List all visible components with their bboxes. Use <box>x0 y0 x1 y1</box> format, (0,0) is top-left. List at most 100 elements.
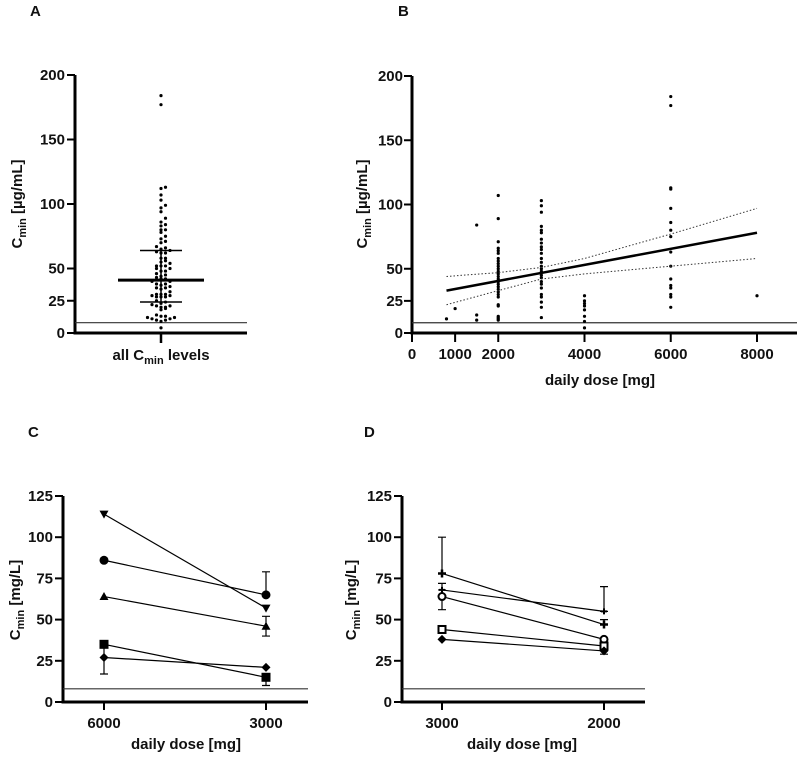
b-data-point <box>444 317 449 321</box>
b-x-axis-label: daily dose [mg] <box>545 372 655 389</box>
a-data-point <box>154 275 159 280</box>
b-data-point <box>669 235 673 239</box>
c-square-marker <box>261 672 271 682</box>
b-data-point <box>539 204 543 208</box>
b-data-point <box>496 262 500 266</box>
c-x-axis-label: daily dose [mg] <box>131 736 241 753</box>
d-cross-marker <box>439 586 445 593</box>
d-series-line <box>441 589 605 612</box>
b-data-point <box>582 301 587 306</box>
b-y-tick-label: 200 <box>378 68 403 85</box>
d-open-square-marker <box>437 624 447 634</box>
c-y-tick-label: 25 <box>36 653 53 670</box>
a-data-point <box>154 304 159 308</box>
a-data-point <box>154 266 159 271</box>
b-data-point <box>539 260 543 264</box>
a-data-point <box>163 305 168 309</box>
b-data-point <box>496 251 500 255</box>
a-data-point <box>159 305 163 309</box>
a-data-point <box>163 286 168 290</box>
b-data-point <box>669 94 673 99</box>
a-data-point <box>163 273 168 277</box>
a-data-point <box>159 314 163 318</box>
a-data-point <box>159 94 163 98</box>
c-circle-marker <box>261 590 271 600</box>
b-data-point <box>539 300 543 304</box>
a-data-point <box>163 251 168 255</box>
b-data-point <box>475 313 479 317</box>
c-series-line <box>103 595 267 627</box>
a-data-point <box>163 228 168 232</box>
c-x-tick-label: 6000 <box>87 715 120 732</box>
c-x-tick-label: 3000 <box>249 715 282 732</box>
panel-letter-b: B <box>398 3 409 20</box>
d-diamond-marker <box>437 634 447 644</box>
a-data-point <box>168 304 172 308</box>
b-x-tick-label: 4000 <box>568 346 601 363</box>
c-y-axis-label: Cmin [mg/L] <box>7 560 27 640</box>
a-data-point <box>159 230 163 234</box>
b-data-point <box>496 318 500 322</box>
a-data-point <box>163 264 168 268</box>
c-diamond-marker <box>99 653 109 663</box>
b-regression-line <box>446 231 758 292</box>
b-x-tick-label: 8000 <box>740 346 773 363</box>
b-ci-upper-line <box>446 207 758 277</box>
d-error-bar <box>600 586 608 612</box>
a-data-point <box>163 318 168 322</box>
c-circle-marker <box>99 555 109 565</box>
b-data-point <box>582 308 587 312</box>
a-data-point <box>163 259 168 263</box>
a-data-point <box>163 216 168 220</box>
a-data-point <box>159 103 163 107</box>
c-triangle-up-marker <box>261 621 271 630</box>
d-y-axis-label: Cmin [mg/L] <box>343 560 363 640</box>
a-data-point <box>159 220 163 224</box>
b-data-point <box>539 247 543 252</box>
a-data-point <box>154 313 159 317</box>
b-data-point <box>539 264 543 268</box>
a-data-point <box>145 315 150 320</box>
b-data-point <box>539 292 543 297</box>
a-data-point <box>154 282 159 286</box>
b-data-point <box>539 295 543 299</box>
d-y-tick-label: 50 <box>375 612 392 629</box>
a-data-point <box>159 210 163 214</box>
b-data-point <box>453 306 457 311</box>
a-data-point <box>163 295 168 299</box>
b-data-point <box>496 272 500 276</box>
a-data-point <box>154 292 159 296</box>
panel-letter-a: A <box>30 3 41 20</box>
a-data-point <box>159 228 163 232</box>
b-data-point <box>669 187 673 191</box>
a-data-point <box>163 292 168 296</box>
a-data-point <box>172 315 177 320</box>
a-y-tick-label: 100 <box>40 196 65 213</box>
a-data-point <box>168 293 172 298</box>
d-y-tick-label: 100 <box>367 529 392 546</box>
a-y-axis-label: Cmin [µg/mL] <box>9 159 29 248</box>
b-data-point <box>496 292 500 297</box>
a-data-point <box>163 269 168 273</box>
d-star-marker <box>438 569 446 578</box>
b-data-point <box>496 282 500 286</box>
a-data-point <box>163 223 168 227</box>
b-data-point <box>539 210 543 214</box>
c-triangle-up-marker <box>99 592 109 601</box>
a-data-point <box>159 186 163 191</box>
a-y-tick-label: 0 <box>57 325 65 342</box>
b-data-point <box>669 283 673 288</box>
b-data-point <box>475 223 479 227</box>
c-y-tick-label: 125 <box>28 488 53 505</box>
b-data-point <box>582 319 587 324</box>
d-error-bar <box>438 536 446 575</box>
b-y-tick-label: 150 <box>378 132 403 149</box>
a-data-point <box>154 272 159 276</box>
b-data-point <box>539 305 543 309</box>
b-data-point <box>539 280 543 284</box>
b-x-tick-label: 0 <box>408 346 416 363</box>
d-x-tick-label: 3000 <box>425 715 458 732</box>
a-y-tick-label: 150 <box>40 132 65 149</box>
b-data-point <box>539 251 543 255</box>
d-x-axis-label: daily dose [mg] <box>467 736 577 753</box>
